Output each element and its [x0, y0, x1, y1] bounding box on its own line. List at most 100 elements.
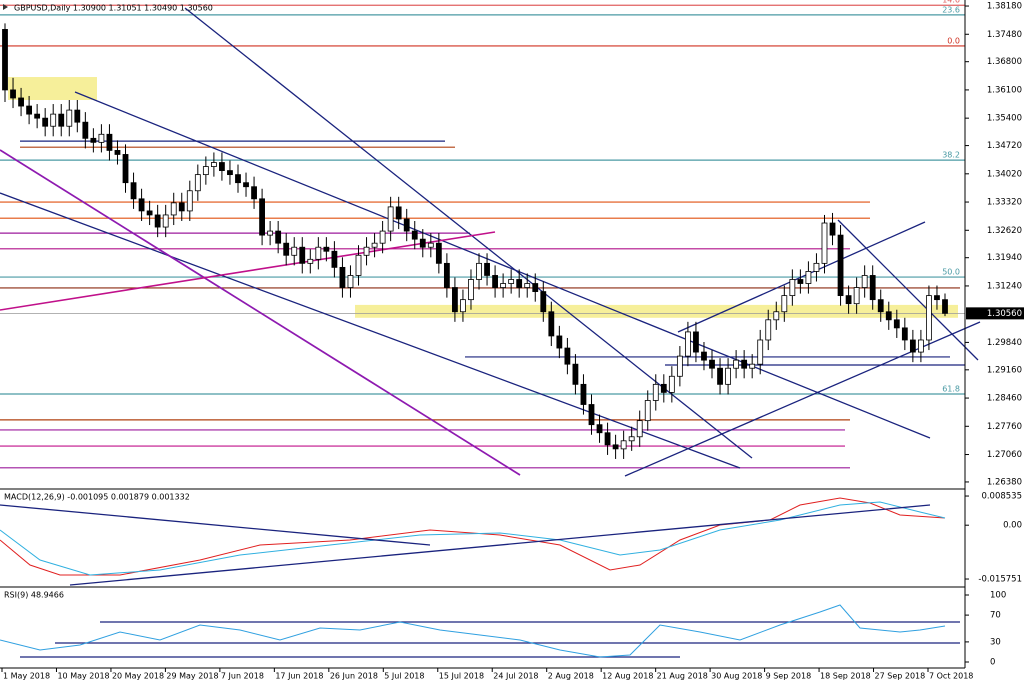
candle-body	[885, 311, 892, 321]
candle-body	[564, 347, 571, 365]
zones	[8, 77, 958, 318]
candle-body	[492, 275, 498, 288]
candle-body	[773, 311, 780, 321]
price-tick-label: 1.27060	[987, 450, 1022, 460]
candle-body	[419, 238, 426, 248]
candle-body	[893, 319, 900, 329]
price-tick-label: 1.29840	[987, 338, 1022, 348]
date-label: 26 Jun 2018	[330, 672, 378, 681]
candle-body	[861, 275, 868, 288]
candle-body	[50, 113, 57, 127]
candles	[2, 23, 948, 459]
candle-body	[942, 299, 948, 314]
candle-body	[299, 246, 306, 264]
trend-line	[0, 149, 521, 476]
trend-line	[69, 504, 931, 586]
candle-body	[869, 275, 876, 301]
candle-body	[114, 150, 121, 155]
candle-body	[435, 242, 442, 264]
candle-body	[460, 299, 466, 313]
header-icon	[3, 4, 8, 10]
date-label: 20 May 2018	[112, 672, 164, 681]
candle-body	[829, 222, 836, 236]
macd-title: MACD(12,26,9) -0.001095 0.001879 0.00133…	[4, 493, 190, 502]
candle-body	[395, 206, 402, 220]
candle-body	[628, 436, 635, 442]
candle-body	[130, 182, 137, 200]
candle-body	[227, 170, 233, 176]
candle-body	[403, 218, 410, 232]
candle-body	[580, 383, 587, 405]
candle-body	[42, 117, 49, 127]
date-label: 1 May 2018	[3, 672, 50, 681]
support-zone	[355, 304, 958, 318]
candle-body	[90, 137, 97, 143]
candle-body	[781, 295, 788, 313]
candle-body	[178, 202, 185, 212]
candle-body	[604, 432, 611, 446]
candle-body	[572, 363, 579, 385]
candle-body	[668, 375, 675, 393]
candle-body	[251, 186, 257, 200]
candle-body	[733, 359, 740, 369]
candle-body	[909, 339, 916, 353]
candle-body	[452, 287, 458, 313]
price-tick-label: 1.38180	[987, 2, 1022, 12]
candle-body	[339, 266, 346, 288]
candle-body	[219, 162, 225, 171]
trend-line	[184, 7, 753, 459]
candle-body	[660, 383, 667, 393]
candle-body	[427, 242, 434, 248]
price-tick-label: 1.36100	[987, 85, 1022, 95]
date-label: 18 Sep 2018	[820, 672, 871, 681]
date-label: 12 Aug 2018	[602, 672, 653, 681]
date-label: 21 Aug 2018	[657, 672, 708, 681]
candle-body	[821, 222, 828, 264]
trend-line	[0, 504, 431, 546]
rsi-tick-label: 100	[990, 591, 1006, 601]
candle-body	[901, 327, 908, 341]
candle-body	[725, 367, 731, 385]
current-price-label: 1.30560	[987, 309, 1022, 319]
candle-body	[588, 404, 595, 426]
price-tick-label: 1.31240	[987, 281, 1022, 291]
candle-body	[371, 242, 378, 248]
price-tick-label: 1.35400	[987, 114, 1022, 124]
candle-body	[845, 295, 852, 305]
candle-body	[186, 190, 193, 212]
date-label: 9 Sep 2018	[766, 672, 812, 681]
candle-body	[797, 279, 804, 284]
price-tick-label: 1.36800	[987, 57, 1022, 67]
macd-drawing	[0, 497, 946, 586]
date-label: 24 Jul 2018	[493, 672, 538, 681]
candle-body	[877, 299, 884, 313]
candle-body	[323, 246, 330, 252]
price-tick-label: 1.28460	[987, 394, 1022, 404]
candle-body	[138, 198, 145, 212]
candle-body	[387, 206, 394, 232]
candle-body	[476, 262, 482, 280]
price-tick-label: 1.31940	[987, 253, 1022, 263]
price-tick-label: 1.37480	[987, 30, 1022, 40]
candle-body	[379, 230, 386, 244]
candle-body	[331, 250, 338, 268]
candle-body	[307, 258, 314, 264]
candle-body	[210, 162, 217, 167]
date-label: 27 Sep 2018	[875, 672, 926, 681]
current-price-box	[966, 307, 1024, 320]
fib-label: 0.0	[947, 36, 960, 45]
candle-body	[10, 89, 16, 99]
candle-body	[363, 246, 370, 256]
candle-body	[532, 283, 539, 292]
candle-body	[347, 275, 354, 288]
fib-label: 23.6	[942, 5, 960, 14]
date-label: 2 Aug 2018	[548, 672, 594, 681]
macd-tick-label: -0.015751	[978, 575, 1022, 585]
trend-line	[0, 192, 741, 469]
candle-body	[917, 339, 924, 353]
candle-body	[926, 295, 932, 341]
date-label: 29 May 2018	[166, 672, 218, 681]
candle-body	[548, 311, 555, 337]
candle-body	[693, 331, 699, 353]
